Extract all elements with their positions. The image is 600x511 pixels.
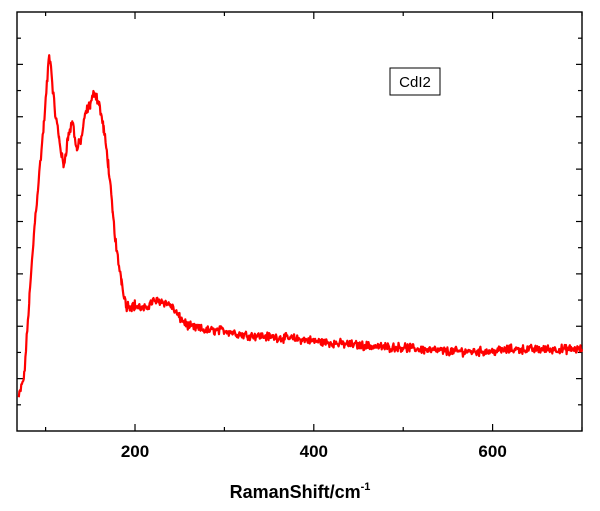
x-axis-title-text: RamanShift/cm — [230, 482, 361, 502]
legend-box — [389, 67, 441, 96]
x-tick-labels: 200 400 600 — [121, 442, 507, 461]
plot-frame — [16, 11, 583, 432]
x-tick-label: 200 — [121, 442, 149, 461]
x-axis-title-superscript: -1 — [361, 481, 371, 493]
x-tick-label: 600 — [478, 442, 506, 461]
legend-label: CdI2 — [399, 74, 431, 91]
series-line-cdi2 — [17, 54, 584, 398]
x-axis-title: RamanShift/cm-1 — [230, 481, 371, 502]
axis-ticks — [17, 12, 583, 431]
x-tick-label: 400 — [300, 442, 328, 461]
legend: CdI2 — [389, 67, 441, 96]
